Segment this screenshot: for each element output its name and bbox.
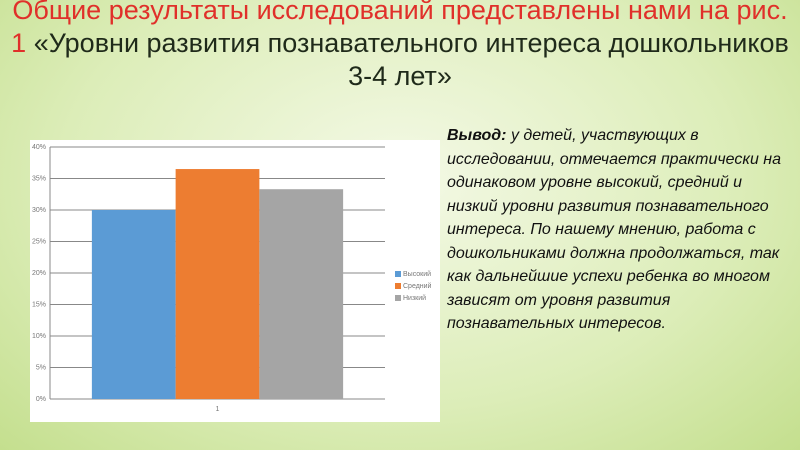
title-highlight: Общие результаты исследований представле… xyxy=(11,0,788,58)
y-tick-label: 25% xyxy=(32,238,46,245)
legend-label: Средний xyxy=(403,282,432,290)
conclusion: Вывод: у детей, участвующих в исследован… xyxy=(447,124,782,336)
y-tick-label: 30% xyxy=(32,207,46,214)
chart: 0% 5% 10% 15% 20% 25% 30% 35% 40% 1 Высокий Средний… xyxy=(30,140,440,422)
y-tick-label: 40% xyxy=(32,144,46,151)
legend-swatch xyxy=(395,283,401,289)
title-rest: «Уровни развития познавательного интерес… xyxy=(33,28,789,91)
legend-label: Низкий xyxy=(403,294,426,302)
bar xyxy=(259,189,344,399)
y-tick-label: 20% xyxy=(32,270,46,277)
y-tick-label: 35% xyxy=(32,175,46,182)
y-tick-label: 0% xyxy=(36,396,46,403)
bar xyxy=(175,169,260,399)
conclusion-text: у детей, участвующих в исследовании, отм… xyxy=(447,127,781,332)
y-tick-label: 15% xyxy=(32,301,46,308)
legend-label: Высокий xyxy=(403,270,431,278)
legend-swatch xyxy=(395,295,401,301)
bar xyxy=(91,210,176,399)
y-tick-label: 5% xyxy=(36,364,46,371)
y-tick-label: 10% xyxy=(32,333,46,340)
legend-swatch xyxy=(395,271,401,277)
conclusion-label: Вывод: xyxy=(447,127,507,144)
slide-title: Общие результаты исследований представле… xyxy=(10,0,790,93)
x-tick-label: 1 xyxy=(216,406,220,413)
